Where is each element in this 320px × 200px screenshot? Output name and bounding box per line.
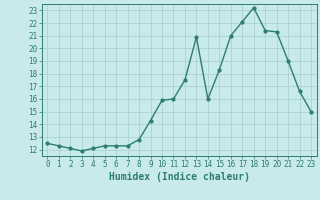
X-axis label: Humidex (Indice chaleur): Humidex (Indice chaleur) [109, 172, 250, 182]
